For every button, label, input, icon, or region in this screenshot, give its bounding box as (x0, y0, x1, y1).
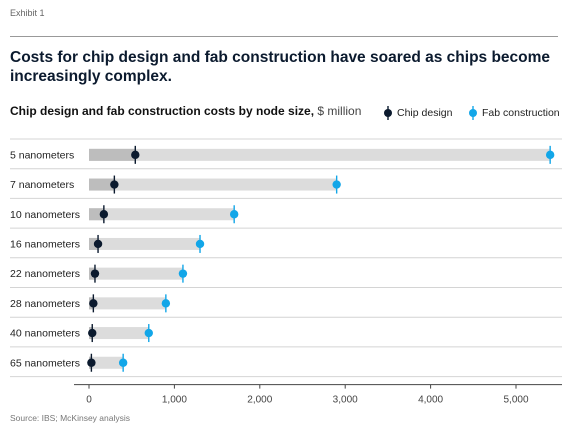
chip-design-point (131, 150, 140, 160)
category-label: 5 nanometers (10, 149, 74, 161)
category-label: 28 nanometers (10, 298, 80, 310)
fab-construction-bar (89, 267, 183, 280)
fab-construction-point (144, 328, 153, 338)
legend-item-fab-construction: Fab construction (468, 106, 560, 120)
exhibit-label: Exhibit 1 (10, 8, 45, 18)
category-label: 10 nanometers (10, 209, 80, 221)
category-label: 65 nanometers (10, 357, 80, 369)
fab-construction-bar (89, 327, 149, 340)
category-label: 16 nanometers (10, 238, 80, 250)
fab-construction-point (545, 150, 555, 160)
chip-design-bar (89, 148, 136, 161)
chart-subtitle: Chip design and fab construction costs b… (10, 104, 361, 118)
x-tick-label: 2,000 (247, 395, 272, 406)
chip-design-bar (89, 178, 115, 191)
fab-construction-point (229, 210, 239, 219)
chip-design-bar (89, 237, 99, 250)
chip-design-bar (89, 208, 104, 221)
fab-construction-point (195, 239, 205, 249)
subtitle-unit: $ million (314, 104, 362, 118)
fab-construction-point (178, 269, 188, 278)
fab-construction-point (332, 180, 341, 189)
chip-design-point (87, 358, 96, 367)
legend-label-fab-construction: Fab construction (482, 107, 560, 119)
fab-construction-bar (89, 178, 337, 191)
subtitle-text: Chip design and fab construction costs b… (10, 104, 315, 118)
chip-design-point (110, 180, 119, 189)
fab-construction-bar (89, 297, 166, 310)
chip-design-point (99, 210, 109, 219)
chip-design-point (89, 299, 98, 308)
legend-label-chip-design: Chip design (397, 107, 453, 119)
fab-construction-point (161, 299, 171, 308)
fab-construction-marker-icon (469, 106, 477, 120)
category-label: 7 nanometers (10, 179, 74, 191)
chip-design-point (88, 328, 97, 338)
source-note: Source: IBS; McKinsey analysis (10, 413, 130, 423)
x-tick-label: 4,000 (418, 395, 443, 406)
x-tick-label: 3,000 (333, 395, 358, 406)
chip-design-marker-icon (384, 106, 392, 120)
chart-title: Costs for chip design and fab constructi… (10, 49, 551, 85)
fab-construction-bar (89, 356, 124, 369)
x-tick-label: 5,000 (503, 395, 528, 406)
fab-construction-point (118, 358, 128, 367)
top-divider (10, 36, 558, 37)
fab-construction-bar (89, 237, 201, 250)
x-tick-label: 0 (86, 395, 92, 406)
category-label: 40 nanometers (10, 328, 80, 340)
chip-design-point (90, 269, 100, 278)
fab-construction-bar (89, 208, 235, 221)
legend-item-chip-design: Chip design (383, 106, 452, 120)
x-tick-label: 1,000 (162, 395, 187, 406)
fab-construction-bar (89, 148, 551, 161)
chip-design-point (93, 239, 103, 249)
category-label: 22 nanometers (10, 268, 80, 280)
